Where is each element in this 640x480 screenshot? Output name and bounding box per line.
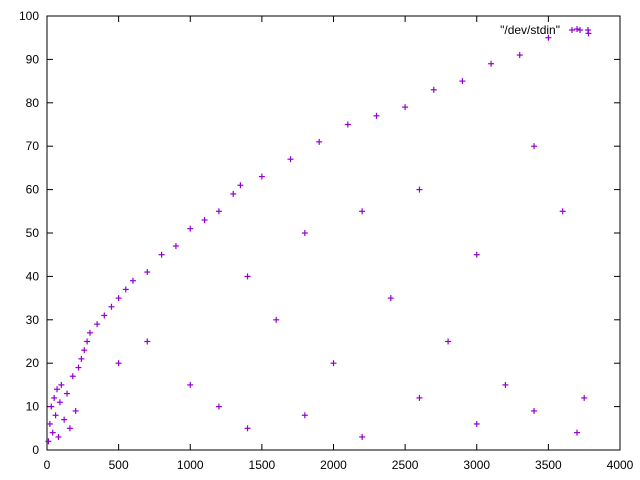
data-point: [273, 316, 280, 323]
data-point: [430, 86, 437, 93]
data-point: [115, 360, 122, 367]
data-point: [94, 321, 101, 328]
data-point: [51, 394, 58, 401]
data-point: [559, 208, 566, 215]
data-point: [158, 251, 165, 258]
data-point: [531, 143, 538, 150]
legend-marker: [569, 27, 591, 33]
data-point: [316, 138, 323, 145]
data-point: [45, 438, 52, 445]
data-point: [122, 286, 129, 293]
y-tick-label: 100: [19, 9, 39, 23]
legend-label: "/dev/stdin": [500, 23, 560, 37]
data-points: [45, 26, 592, 445]
data-point: [201, 216, 208, 223]
y-tick-label: 90: [26, 52, 40, 66]
x-tick-label: 3000: [463, 458, 490, 472]
data-point: [516, 52, 523, 59]
x-tick-label: 3500: [535, 458, 562, 472]
data-point: [144, 269, 151, 276]
data-point: [237, 182, 244, 189]
data-point: [187, 381, 194, 388]
data-point: [55, 433, 62, 440]
x-tick-label: 4000: [607, 458, 634, 472]
y-tick-label: 0: [32, 443, 39, 457]
data-point: [58, 381, 65, 388]
data-point: [545, 34, 552, 41]
data-point: [301, 412, 308, 419]
data-point: [574, 429, 581, 436]
data-point: [287, 156, 294, 163]
data-point: [373, 112, 380, 119]
data-point: [359, 208, 366, 215]
data-point: [49, 429, 56, 436]
data-point: [416, 394, 423, 401]
data-point: [84, 338, 91, 345]
data-point: [244, 273, 251, 280]
data-point: [108, 303, 115, 310]
data-point: [258, 173, 265, 180]
data-point: [48, 403, 55, 410]
data-point: [75, 364, 82, 371]
data-point: [129, 277, 136, 284]
data-point: [488, 60, 495, 67]
data-point: [101, 312, 108, 319]
data-point: [72, 407, 79, 414]
data-point: [301, 230, 308, 236]
data-point: [402, 104, 409, 111]
data-point: [54, 386, 61, 393]
x-tick-label: 2000: [320, 458, 347, 472]
data-point: [56, 399, 63, 406]
x-tick-label: 0: [44, 458, 51, 472]
data-point: [52, 412, 59, 419]
data-point: [115, 295, 122, 302]
y-tick-label: 50: [26, 226, 40, 240]
data-point: [66, 425, 73, 432]
data-point: [416, 186, 423, 193]
data-point: [387, 295, 394, 302]
y-tick-label: 60: [26, 183, 40, 197]
data-point: [78, 355, 85, 362]
y-tick-label: 10: [26, 400, 40, 414]
data-point: [187, 225, 194, 232]
y-tick-label: 80: [26, 96, 40, 110]
y-axis: 0 10 20 30 40 50 60 70 80 90 100: [19, 9, 620, 457]
data-point: [86, 329, 93, 336]
data-point: [144, 338, 151, 345]
y-tick-label: 20: [26, 356, 40, 370]
data-point: [445, 338, 452, 345]
data-point: [581, 394, 588, 401]
data-point: [172, 243, 179, 250]
data-point: [61, 416, 68, 423]
data-point: [473, 251, 480, 258]
x-tick-label: 1500: [249, 458, 276, 472]
data-point: [215, 208, 222, 215]
x-tick-label: 500: [109, 458, 129, 472]
data-point: [244, 425, 251, 432]
data-point: [64, 390, 71, 397]
plot-frame: [46, 15, 621, 451]
data-point: [81, 347, 88, 354]
data-point: [473, 420, 480, 427]
data-point: [330, 360, 337, 367]
data-point: [46, 420, 53, 427]
data-point: [459, 78, 466, 85]
y-tick-label: 40: [26, 269, 40, 283]
y-tick-label: 70: [26, 139, 40, 153]
data-point: [344, 121, 351, 128]
x-tick-label: 2500: [392, 458, 419, 472]
x-tick-label: 1000: [177, 458, 204, 472]
data-point: [574, 26, 581, 33]
y-tick-label: 30: [26, 313, 40, 327]
data-point: [230, 190, 237, 197]
legend: "/dev/stdin": [500, 23, 591, 37]
data-point: [531, 407, 538, 414]
data-point: [69, 373, 76, 380]
data-point: [359, 433, 366, 440]
data-point: [502, 381, 509, 388]
x-axis: 0 500 1000 1500 2000 2500 3000 3500 4000: [44, 16, 634, 472]
data-point: [215, 403, 222, 410]
